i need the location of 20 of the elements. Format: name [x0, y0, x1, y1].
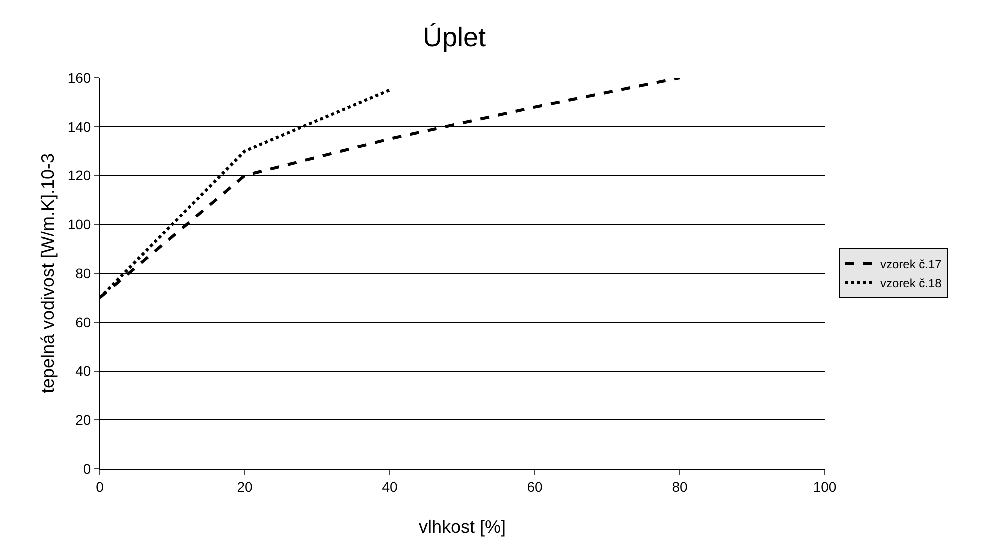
- x-tick-label: 60: [527, 478, 543, 495]
- x-tick-label: 100: [813, 478, 837, 495]
- x-tick-label: 40: [382, 478, 398, 495]
- y-tick-label: 160: [68, 70, 92, 86]
- y-tick-label: 100: [68, 216, 92, 233]
- chart-title: Úplet: [422, 22, 486, 52]
- y-tick-label: 20: [76, 412, 92, 428]
- x-tick-label: 80: [672, 478, 688, 495]
- y-tick-label: 80: [76, 265, 92, 282]
- legend-label: vzorek č.18: [880, 276, 942, 291]
- y-tick-label: 40: [76, 363, 92, 380]
- x-tick-label: 20: [237, 478, 253, 495]
- y-tick-label: 120: [68, 168, 92, 184]
- y-tick-label: 140: [68, 118, 92, 135]
- y-axis-title: tepelná vodivost [W/m.K].10-3: [38, 153, 58, 394]
- y-tick-label: 0: [83, 460, 92, 477]
- legend-label: vzorek č.17: [880, 258, 942, 272]
- y-tick-label: 60: [76, 314, 92, 330]
- x-axis-title: vlhkost [%]: [418, 517, 506, 537]
- x-tick-label: 0: [96, 478, 104, 495]
